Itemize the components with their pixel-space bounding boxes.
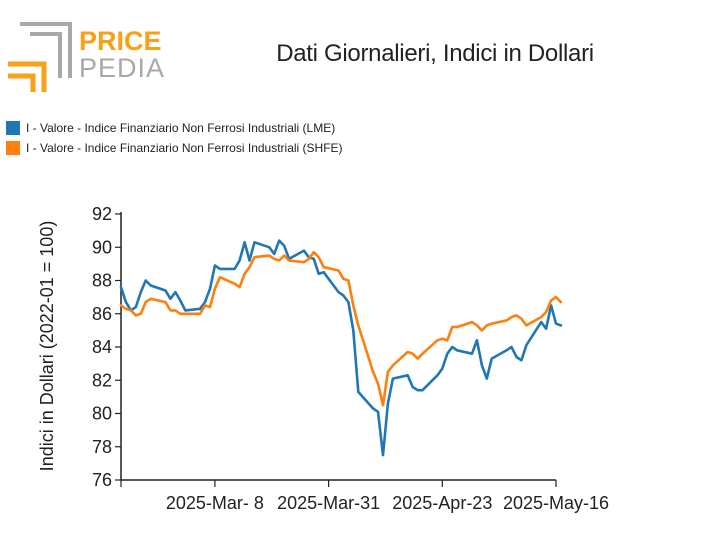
logo-text-price: PRICE [79, 26, 162, 56]
logo-text-pedia: PEDIA [79, 53, 165, 83]
chart-axes: 76 78 80 82 84 86 88 90 92 2025-Mar- 8 2025-Mar-31… [92, 204, 609, 513]
legend-swatch-lme [6, 121, 20, 135]
pricepedia-logo: PRICE PEDIA [8, 22, 165, 92]
y-tick-label: 90 [92, 237, 112, 257]
y-tick-label: 78 [92, 437, 112, 457]
y-tick-label: 92 [92, 204, 112, 224]
chart-title: Dati Giornalieri, Indici in Dollari [276, 40, 594, 67]
legend-swatch-shfe [6, 141, 20, 155]
y-tick-label: 88 [92, 271, 112, 291]
y-tick-label: 76 [92, 470, 112, 490]
y-axis-label: Indici in Dollari (2022-01 = 100) [37, 221, 57, 472]
y-tick-label: 80 [92, 404, 112, 424]
legend-label-lme: I - Valore - Indice Finanziario Non Ferr… [26, 121, 336, 135]
chart-legend: I - Valore - Indice Finanziario Non Ferr… [6, 118, 343, 158]
chart-series [119, 239, 563, 457]
y-tick-label: 84 [92, 337, 112, 357]
logo-mark [8, 22, 72, 92]
series-line-lme [119, 239, 563, 457]
x-tick-label: 2025-Apr-23 [392, 493, 492, 513]
x-tick-label: 2025-Mar-31 [277, 493, 380, 513]
x-tick-label: 2025-May-16 [503, 493, 609, 513]
x-tick-label: 2025-Mar- 8 [166, 493, 264, 513]
y-tick-label: 82 [92, 370, 112, 390]
legend-item-lme[interactable]: I - Valore - Indice Finanziario Non Ferr… [6, 118, 343, 138]
legend-item-shfe[interactable]: I - Valore - Indice Finanziario Non Ferr… [6, 138, 343, 158]
series-line-shfe [119, 250, 563, 407]
legend-label-shfe: I - Valore - Indice Finanziario Non Ferr… [26, 141, 343, 155]
y-tick-label: 86 [92, 304, 112, 324]
